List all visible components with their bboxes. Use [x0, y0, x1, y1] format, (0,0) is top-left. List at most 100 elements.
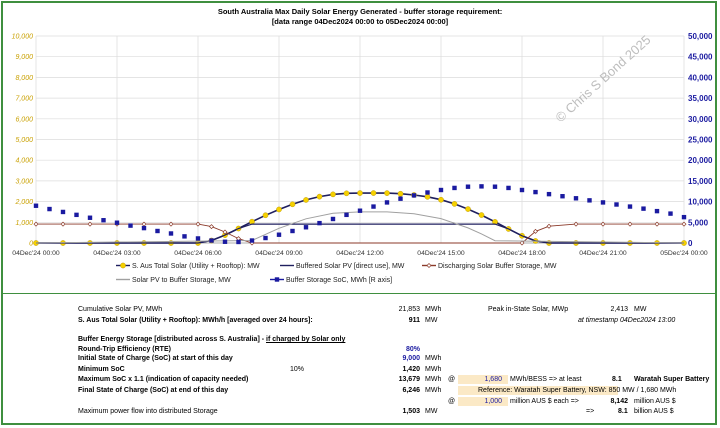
series-point-4 [33, 203, 39, 208]
series-point-4 [249, 238, 255, 243]
legend-item-0: S. Aus Total Solar (Utility + Rooftop): … [116, 262, 260, 270]
legend-marker-0 [120, 262, 126, 269]
series-point-4 [668, 211, 673, 216]
peak-unit: MW [634, 306, 647, 313]
series-point-0 [465, 206, 471, 212]
cost-highlight [458, 397, 508, 406]
series-point-4 [141, 225, 147, 231]
series-point-4 [276, 232, 282, 237]
axes: 0 0 1,000 5,000 2,000 10,000 3,000 15,000 4,000 2… [12, 32, 713, 257]
rte-label: Round-Trip Efficiency (RTE) [78, 346, 171, 353]
series-point-2 [168, 221, 174, 227]
series-point-4 [155, 228, 160, 234]
ref-text: Reference: Waratah Super Battery, NSW: 8… [478, 387, 677, 394]
series-point-2 [195, 221, 201, 227]
table-divider [3, 293, 715, 294]
maxflow-unit: MW [425, 408, 438, 415]
series-point-4 [263, 235, 268, 241]
x-tick-label: 04Dec'24 03:00 [93, 250, 141, 257]
y-left-tick-label: 9,000 [15, 54, 33, 61]
series-point-2 [681, 221, 687, 227]
series-point-4 [209, 238, 214, 243]
init-label: Initial State of Charge (SoC) at start o… [78, 355, 233, 362]
ref-highlight [458, 386, 618, 395]
x-tick-label: 05Dec'24 00:00 [660, 250, 708, 257]
series-point-4 [182, 234, 187, 239]
min-unit: MWh [425, 366, 442, 373]
x-tick-label: 04Dec'24 21:00 [579, 250, 627, 257]
legend-item-3: Solar PV to Buffer Storage, MW [116, 277, 231, 284]
y-right-tick-label: 20,000 [688, 156, 713, 165]
series-point-0 [330, 191, 336, 198]
series-point-4 [168, 231, 174, 236]
series-point-0 [357, 190, 363, 196]
init-unit: MWh [425, 355, 442, 362]
series-point-0 [289, 201, 296, 208]
series-point-2 [627, 221, 633, 227]
y-left-tick-label: 3,000 [15, 178, 33, 185]
bess-name: Waratah Super Battery [634, 376, 710, 383]
series-layer [33, 184, 687, 246]
init-val: 9,000 [402, 355, 420, 362]
buffer-label: Buffer Energy Storage [distributed acros… [78, 336, 345, 343]
series-point-2 [141, 221, 147, 227]
series-point-4 [74, 212, 79, 218]
y-right-tick-label: 25,000 [688, 136, 713, 145]
series-point-2 [519, 240, 525, 246]
series-point-2 [533, 228, 538, 234]
y-right-tick-label: 35,000 [688, 94, 713, 103]
series-3 [35, 211, 685, 244]
series-point-0 [478, 212, 485, 218]
y-left-tick-label: 8,000 [15, 75, 33, 82]
series-point-4 [128, 223, 133, 228]
series-point-2 [546, 223, 552, 229]
timestamp: at timestamp 04Dec2024 13:00 [578, 317, 676, 324]
bess-val: 1,680 [484, 376, 502, 383]
series-point-4 [357, 208, 363, 213]
series-point-2 [600, 221, 606, 227]
series-point-4 [465, 184, 471, 189]
legend-item-2: Discharging Solar Buffer Storage, MW [422, 263, 557, 270]
series-point-2 [33, 221, 39, 227]
series-point-0 [262, 212, 269, 219]
series-point-0 [316, 193, 323, 200]
series-point-2 [573, 221, 579, 227]
min-label: Minimum SoC [78, 366, 125, 373]
y-right-tick-label: 45,000 [688, 53, 713, 62]
chart-subtitle: [data range 04Dec2024 00:00 to 05Dec2024… [272, 17, 449, 26]
y-right-tick-label: 10,000 [688, 198, 713, 207]
series-point-4 [317, 220, 322, 226]
y-right-tick-label: 15,000 [688, 177, 713, 186]
series-point-0 [276, 206, 282, 213]
legend-marker-4 [274, 277, 280, 282]
series-point-4 [587, 198, 592, 203]
series-point-4 [60, 209, 66, 215]
series-point-4 [222, 239, 228, 244]
x-tick-label: 04Dec'24 00:00 [12, 250, 60, 257]
series-point-2 [222, 229, 228, 235]
legend-label-1: Buffered Solar PV [direct use], MW [296, 263, 405, 270]
final-val: 6,246 [402, 387, 420, 394]
series-point-0 [424, 194, 431, 200]
billion-val: 8.1 [618, 408, 628, 415]
series-point-2 [60, 221, 66, 227]
legend-item-1: Buffered Solar PV [direct use], MW [280, 263, 405, 270]
series-point-4 [519, 187, 525, 193]
maxflow-val: 1,503 [402, 408, 420, 415]
y-left-tick-label: 4,000 [15, 158, 33, 165]
series-point-0 [384, 190, 390, 196]
y-right-tick-label: 0 [688, 239, 693, 248]
cost-unit: million AUS $ [634, 398, 676, 405]
series-point-0 [397, 190, 404, 197]
series-point-4 [573, 196, 579, 201]
max-val: 13,679 [398, 376, 420, 383]
legend-label-3: Solar PV to Buffer Storage, MW [132, 277, 231, 284]
arrow: => [586, 408, 595, 415]
series-point-4 [344, 212, 349, 218]
x-tick-label: 04Dec'24 18:00 [498, 250, 546, 257]
series-1 [36, 223, 684, 244]
x-tick-label: 04Dec'24 12:00 [336, 250, 384, 257]
y-right-tick-label: 30,000 [688, 115, 713, 124]
series-point-4 [398, 196, 403, 201]
at-1: @ [448, 376, 456, 383]
